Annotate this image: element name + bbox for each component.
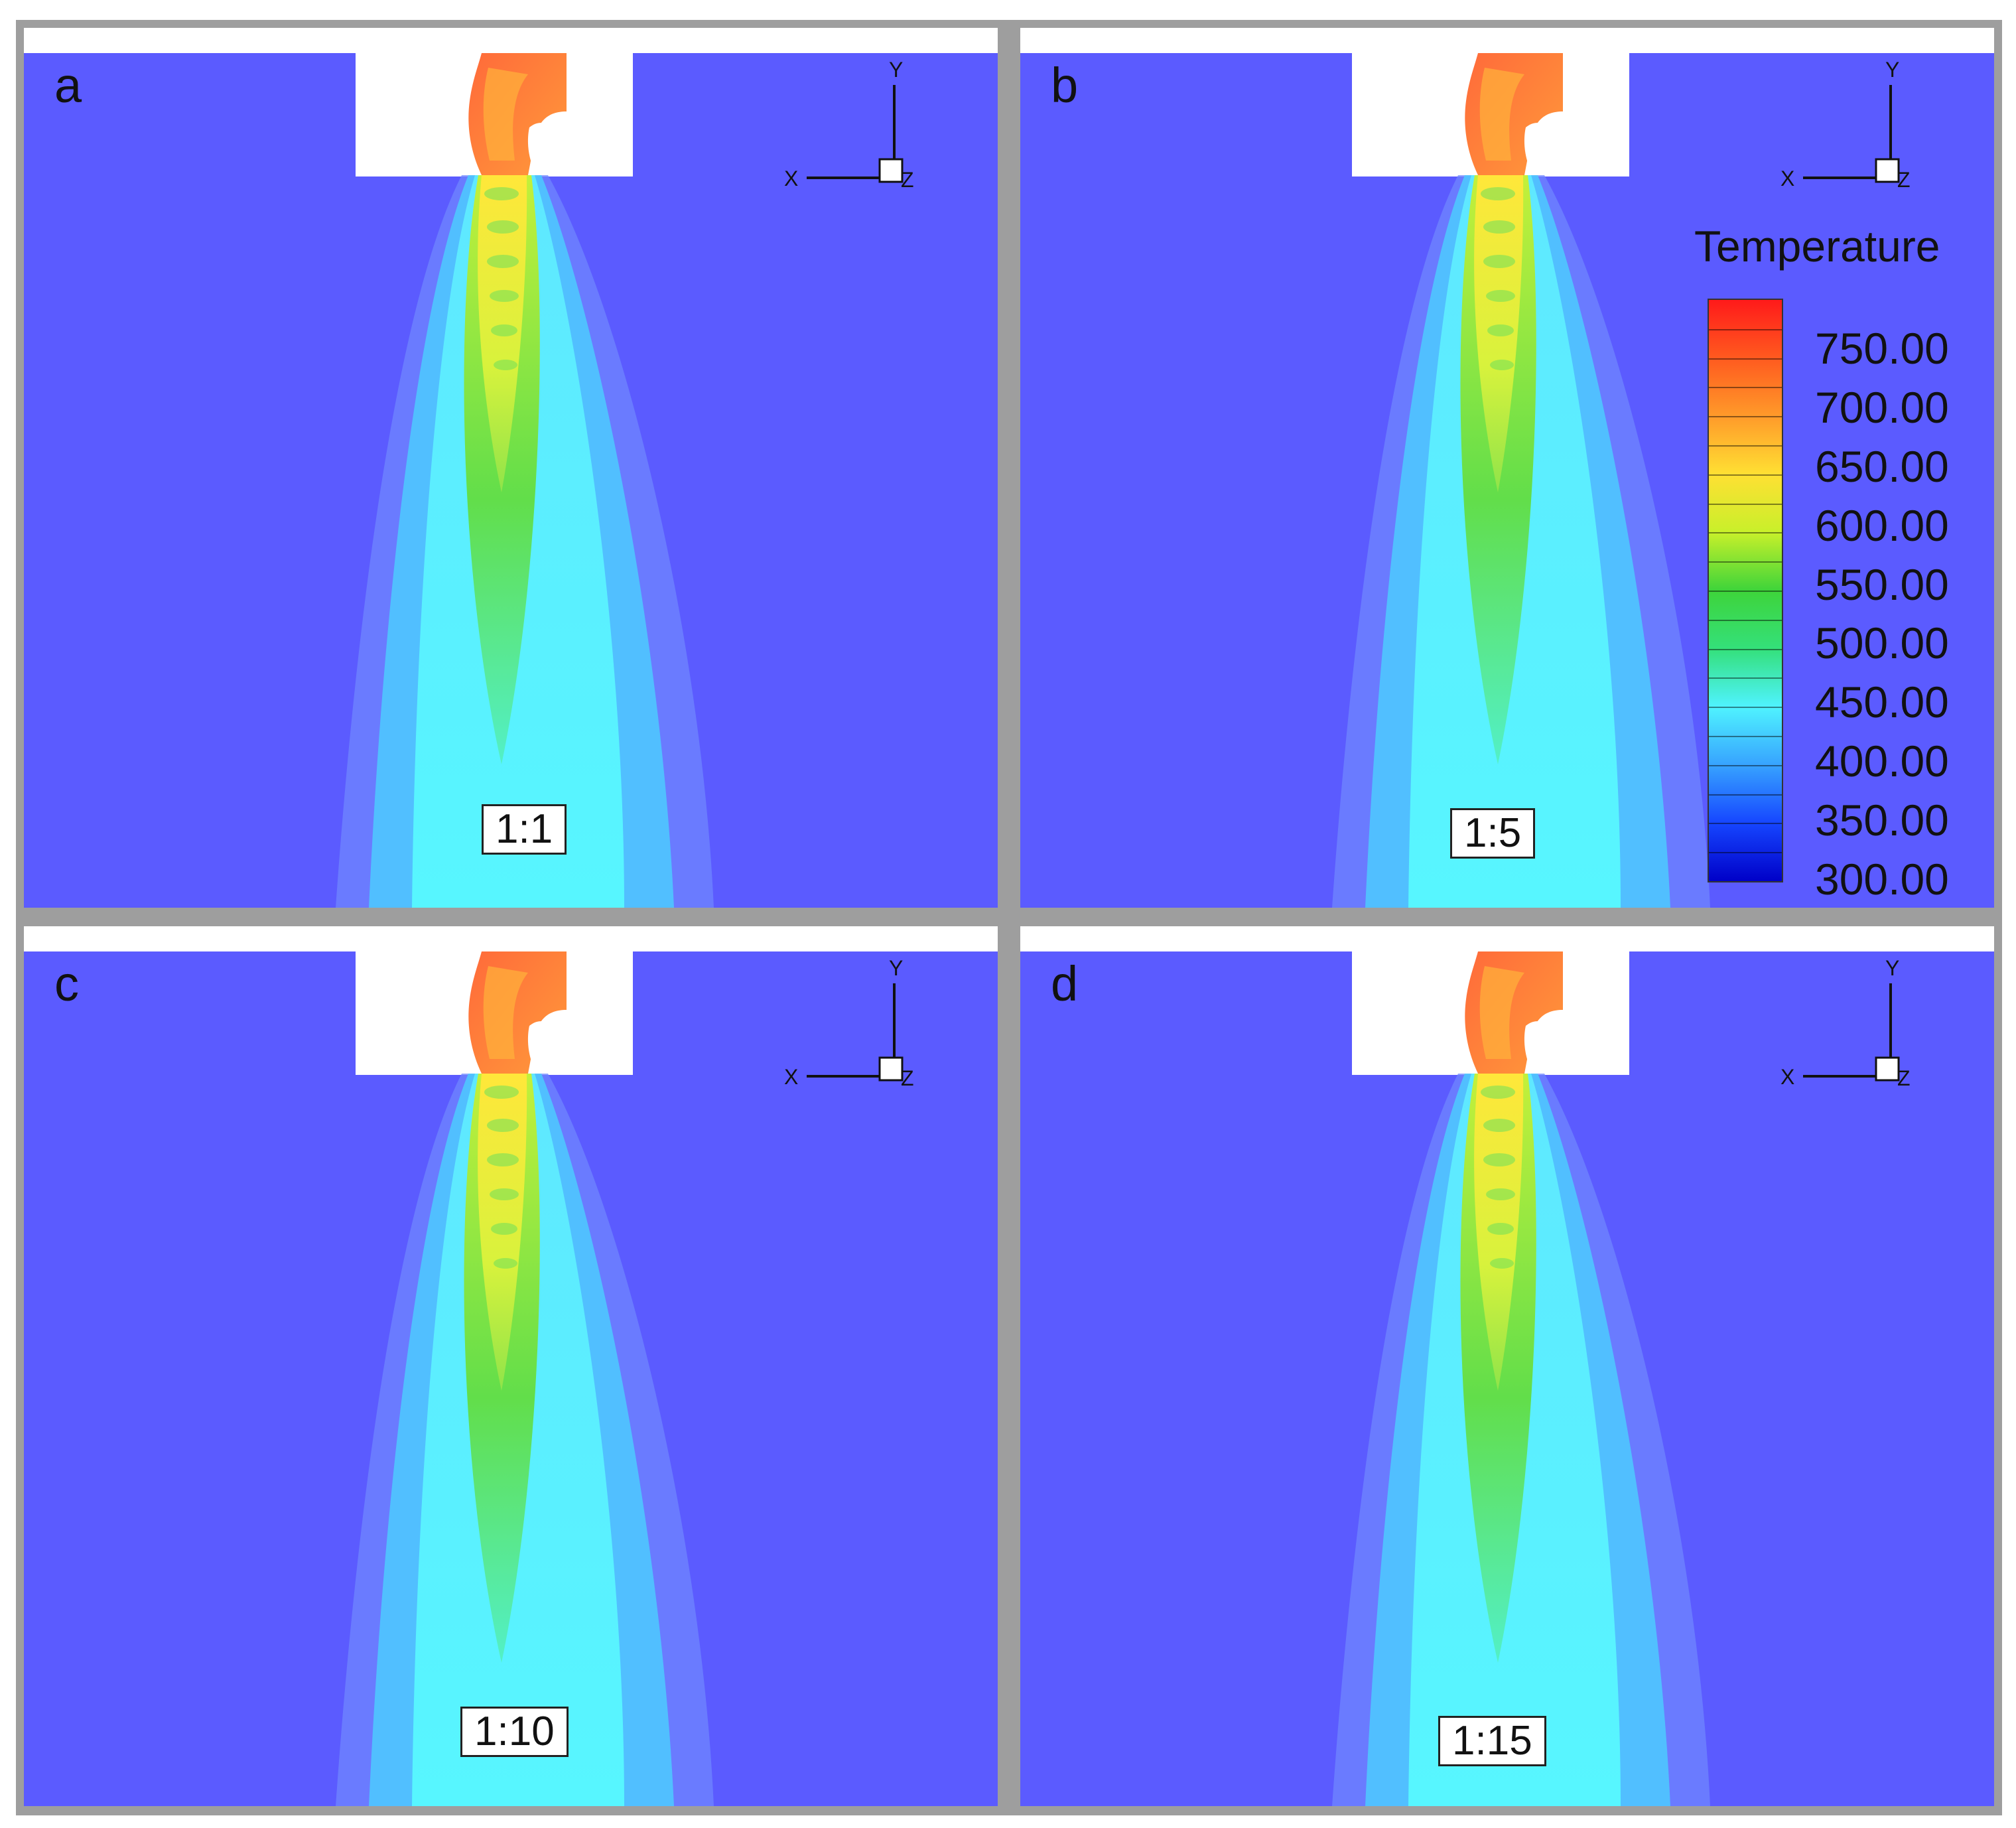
colorbar-level-line — [1709, 852, 1782, 854]
temperature-contour-b: Y X Z — [1020, 28, 1994, 908]
colorbar-level-line — [1709, 591, 1782, 592]
colorbar-tick-label: 300.00 — [1815, 855, 1949, 904]
axis-label-x-c: X — [784, 1065, 798, 1089]
colorbar-level-line — [1709, 707, 1782, 709]
colorbar-tick-label: 600.00 — [1815, 500, 1949, 550]
colorbar-level-line — [1709, 823, 1782, 825]
colorbar-level-line — [1709, 794, 1782, 796]
panel-letter-c: c — [54, 956, 79, 1011]
axis-label-x-b: X — [1781, 167, 1794, 190]
axis-label-z-c: Z — [901, 1066, 914, 1090]
axis-label-y-b: Y — [1885, 58, 1899, 82]
colorbar-tick-label: 400.00 — [1815, 737, 1949, 786]
colorbar-tick-label: 350.00 — [1815, 796, 1949, 845]
colorbar-level-line — [1709, 677, 1782, 679]
panel-letter-a: a — [54, 58, 82, 113]
colorbar-level-line — [1709, 764, 1782, 766]
temperature-contour-c: Y X Z — [24, 926, 998, 1806]
ratio-label-a: 1:1 — [482, 804, 567, 855]
colorbar-level-line — [1709, 503, 1782, 505]
colorbar-level-line — [1709, 474, 1782, 476]
temperature-contour-a: Y X Z — [24, 28, 998, 908]
ratio-label-d: 1:15 — [1438, 1716, 1546, 1766]
temperature-contour-d: Y X Z — [1020, 926, 1994, 1806]
colorbar-level-line — [1709, 387, 1782, 389]
colorbar-level-line — [1709, 648, 1782, 650]
colorbar-tick-label: 700.00 — [1815, 382, 1949, 432]
colorbar-title: Temperature — [1694, 222, 1940, 271]
colorbar-level-line — [1709, 416, 1782, 418]
colorbar-tick-label: 500.00 — [1815, 618, 1949, 668]
colorbar-tick-label: 750.00 — [1815, 324, 1949, 373]
axis-label-z-d: Z — [1897, 1066, 1911, 1090]
panel-letter-b: b — [1051, 58, 1079, 113]
panel-d: Y X Z d 1:15 — [1020, 926, 1994, 1806]
colorbar-tick-label: 650.00 — [1815, 441, 1949, 491]
colorbar-level-line — [1709, 328, 1782, 330]
axis-label-y-c: Y — [889, 956, 903, 980]
figure-grid: Y X Z a 1:1 Y X Z b 1:5 Y X Z c 1:10 Y X Z d 1:1… — [16, 20, 2002, 1815]
axis-label-z-b: Z — [1897, 168, 1911, 192]
colorbar-level-line — [1709, 358, 1782, 360]
colorbar-level-line — [1709, 532, 1782, 534]
colorbar-level-line — [1709, 561, 1782, 563]
colorbar-level-line — [1709, 445, 1782, 447]
axis-label-y-d: Y — [1885, 956, 1899, 980]
ratio-label-c: 1:10 — [460, 1707, 569, 1757]
colorbar-tick-label: 450.00 — [1815, 677, 1949, 727]
ratio-label-b: 1:5 — [1450, 808, 1536, 859]
axis-label-x-d: X — [1781, 1065, 1794, 1089]
colorbar — [1708, 299, 1783, 882]
colorbar-level-line — [1709, 736, 1782, 737]
axis-label-z-a: Z — [901, 168, 914, 192]
colorbar-level-line — [1709, 619, 1782, 621]
panel-a: Y X Z a 1:1 — [24, 28, 998, 908]
axis-label-y-a: Y — [889, 58, 903, 82]
colorbar-tick-label: 550.00 — [1815, 559, 1949, 609]
panel-letter-d: d — [1051, 956, 1079, 1011]
panel-c: Y X Z c 1:10 — [24, 926, 998, 1806]
panel-b: Y X Z b 1:5 — [1020, 28, 1994, 908]
axis-label-x-a: X — [784, 167, 798, 190]
